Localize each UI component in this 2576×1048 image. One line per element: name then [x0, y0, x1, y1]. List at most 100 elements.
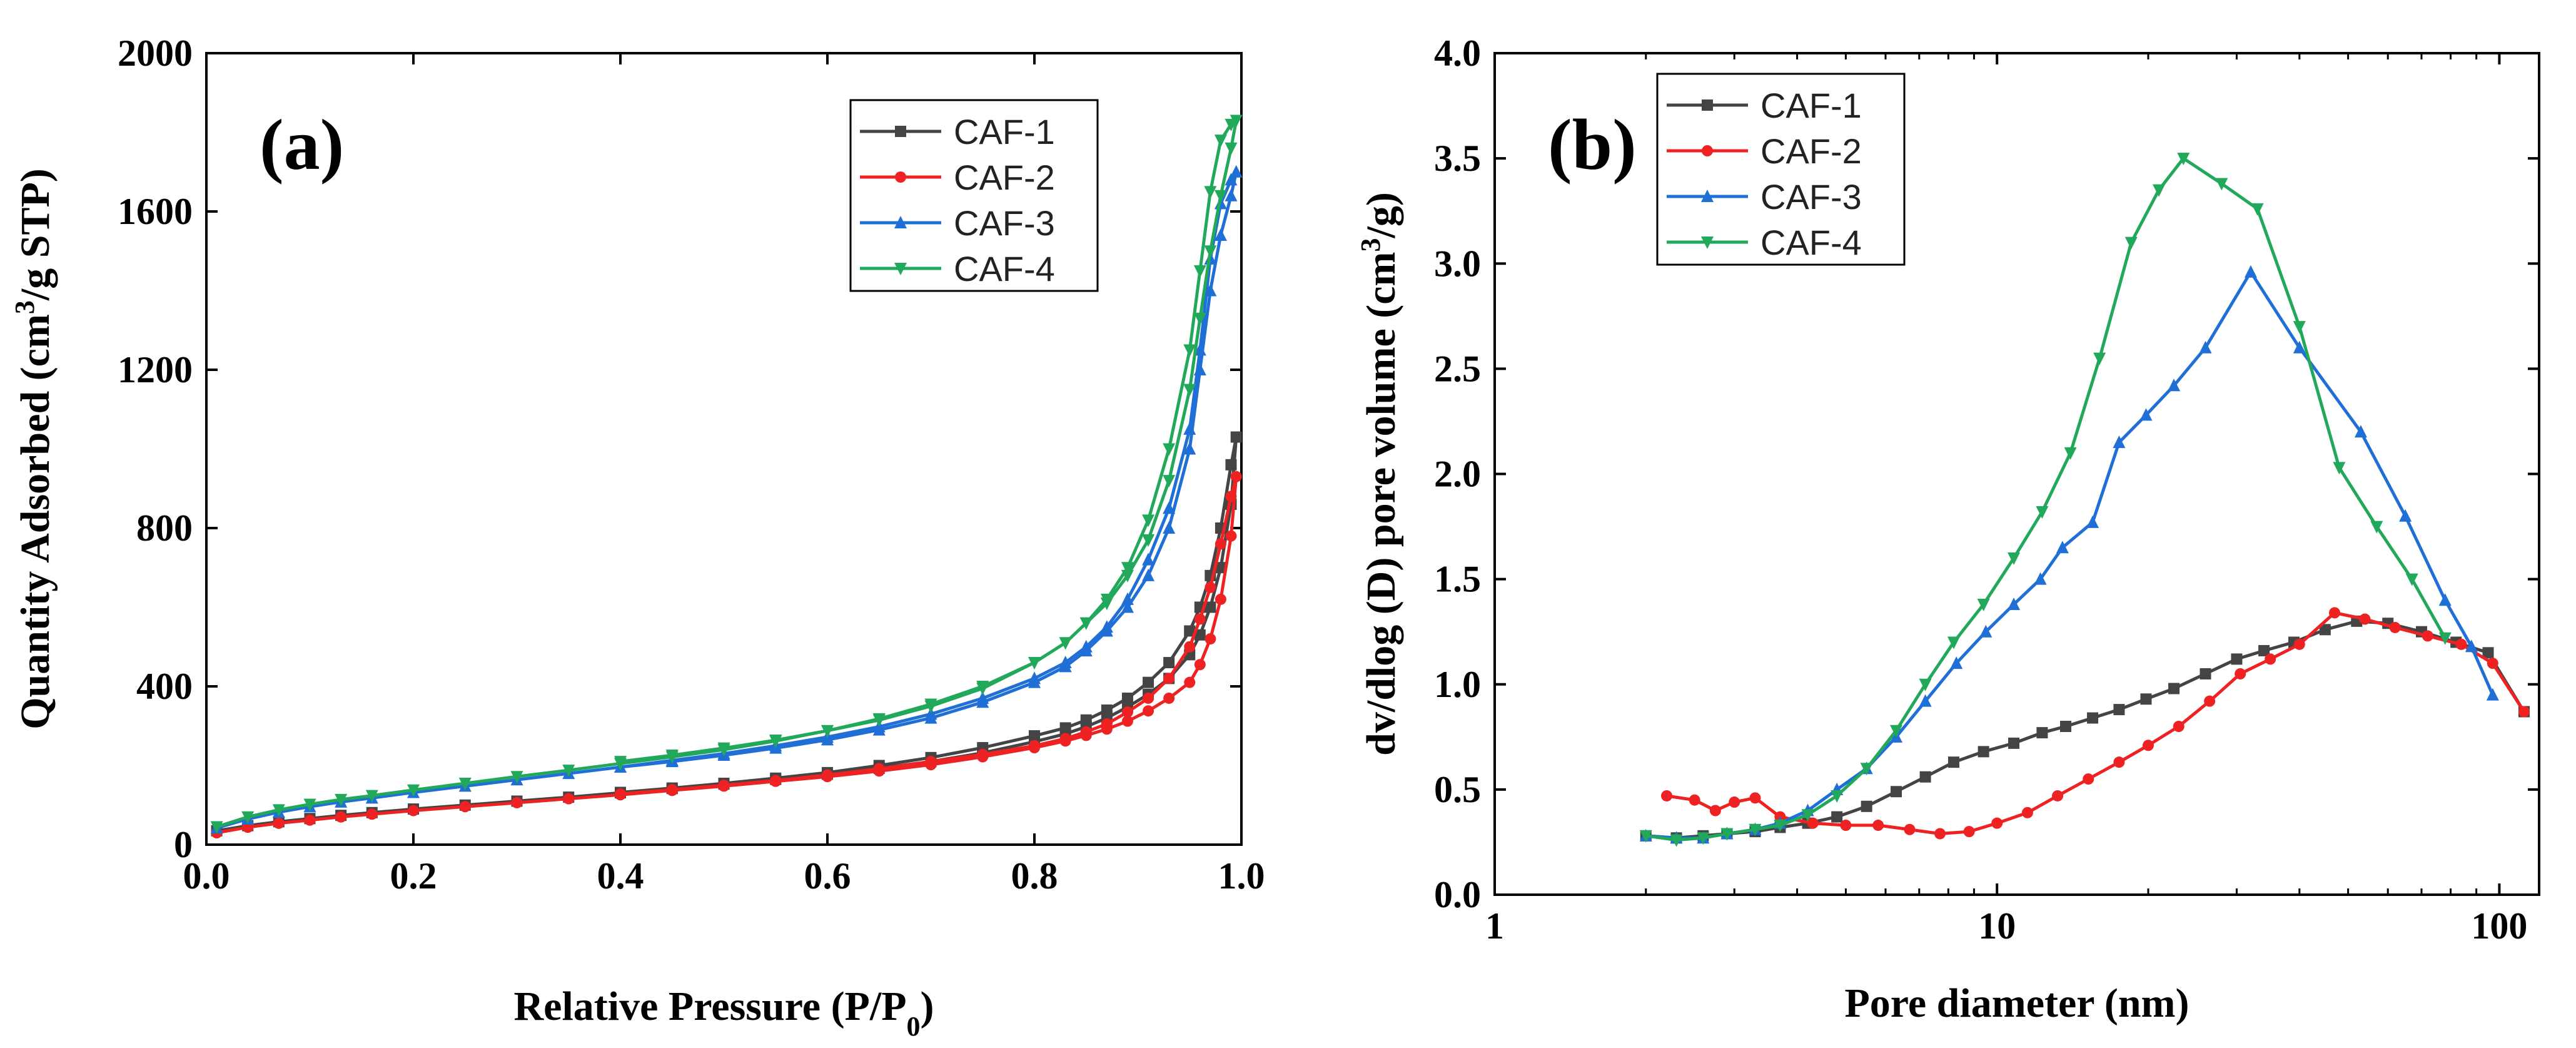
data-point	[1163, 501, 1176, 514]
data-point	[1121, 600, 1134, 613]
data-point	[1214, 190, 1227, 203]
data-point	[1205, 633, 1216, 645]
data-point	[2455, 638, 2467, 650]
data-point	[925, 756, 937, 768]
data-point	[1121, 562, 1134, 575]
data-point	[1225, 142, 1238, 155]
data-point	[1872, 820, 1884, 832]
data-point	[1080, 726, 1092, 738]
data-point	[1891, 786, 1902, 798]
data-point	[977, 748, 989, 760]
data-point	[2064, 447, 2077, 460]
data-point	[562, 765, 575, 778]
x-tick-label: 1	[1485, 905, 1504, 947]
data-point	[1205, 601, 1216, 613]
panel-label: (a)	[260, 105, 344, 185]
data-point	[1977, 746, 1989, 758]
data-point	[304, 814, 316, 826]
legend: CAF-1 CAF-2 CAF-3 CAF-4	[1656, 73, 1906, 266]
x-tick-label: 100	[2471, 905, 2527, 947]
data-point	[2405, 573, 2418, 586]
data-point	[458, 777, 472, 790]
data-point	[1661, 790, 1673, 801]
data-point	[821, 733, 834, 746]
data-point	[1143, 705, 1154, 717]
data-point	[1991, 817, 2003, 829]
series-line	[216, 435, 1238, 833]
data-point	[1028, 675, 1041, 688]
data-point	[335, 811, 347, 823]
y-tick-label: 0.5	[1434, 769, 1481, 810]
legend: CAF-1 CAF-2 CAF-3 CAF-4	[849, 99, 1099, 292]
data-point	[1163, 657, 1175, 669]
data-point	[822, 769, 833, 781]
data-point	[1142, 552, 1155, 566]
data-point	[2438, 593, 2452, 606]
data-point	[1204, 245, 1217, 258]
data-point	[718, 780, 730, 791]
data-point	[1143, 692, 1154, 704]
legend-marker	[1701, 237, 1714, 249]
data-point	[1904, 823, 1916, 835]
data-point	[1214, 228, 1227, 241]
data-point	[2087, 712, 2099, 724]
data-point	[1831, 790, 1844, 803]
series-line	[1645, 270, 2495, 840]
data-point	[872, 714, 886, 727]
data-point	[1163, 443, 1176, 456]
data-point	[2204, 695, 2216, 707]
data-point	[2486, 688, 2499, 701]
data-point	[1225, 491, 1237, 502]
data-point	[2518, 706, 2530, 718]
data-point	[1100, 598, 1113, 611]
data-point	[2293, 340, 2306, 354]
data-point	[1230, 431, 1242, 443]
data-point	[666, 784, 678, 796]
data-point	[2140, 693, 2152, 705]
data-point	[2060, 721, 2072, 732]
x-tick-label: 0.0	[183, 855, 230, 897]
data-point	[1947, 636, 1960, 649]
series-caf-4	[210, 114, 1243, 834]
data-point	[769, 735, 782, 748]
data-point	[1184, 676, 1196, 688]
data-point	[976, 683, 989, 696]
data-point	[1029, 740, 1040, 751]
data-point	[1774, 820, 1787, 833]
data-point	[1059, 733, 1071, 745]
data-point	[2370, 521, 2383, 534]
data-point	[1639, 830, 1652, 843]
data-point	[1028, 657, 1041, 670]
y-axis-title: Quantity Adsorbed (cm3/g STP)	[9, 168, 59, 730]
data-point	[2329, 607, 2341, 619]
data-point	[2438, 632, 2452, 645]
series-caf-1	[1640, 615, 2530, 844]
legend-marker	[895, 171, 906, 183]
series-caf-2	[1661, 607, 2530, 840]
data-point	[1029, 730, 1040, 742]
y-axis-title: dv/dlog (D) pore volume (cm3/g)	[1355, 192, 1405, 756]
data-point	[1215, 593, 1226, 605]
data-point	[2153, 184, 2166, 197]
series-caf-2	[211, 471, 1242, 839]
data-point	[2139, 408, 2153, 421]
data-point	[2482, 647, 2494, 659]
data-point	[2173, 721, 2185, 732]
data-point	[1749, 792, 1761, 804]
data-point	[210, 821, 223, 834]
data-point	[2389, 621, 2401, 633]
data-point	[665, 750, 679, 763]
x-axis-title: Pore diameter (nm)	[1844, 980, 2189, 1026]
data-point	[563, 793, 575, 805]
data-point	[1121, 569, 1134, 583]
panel-b: 1 10 100 0.0 0.5 1.0 1.5 2.0 2.5 3.0 3.5 4.0 (b) Pore…	[1355, 33, 2540, 1026]
data-point	[1831, 811, 1843, 823]
legend-marker	[894, 263, 907, 275]
data-point	[1193, 312, 1206, 325]
data-point	[2008, 737, 2020, 749]
y-tick-label: 0.0	[1434, 874, 1481, 915]
data-point	[2008, 597, 2021, 610]
data-point	[1163, 673, 1175, 684]
data-point	[1709, 805, 1721, 817]
data-point	[1215, 538, 1226, 550]
